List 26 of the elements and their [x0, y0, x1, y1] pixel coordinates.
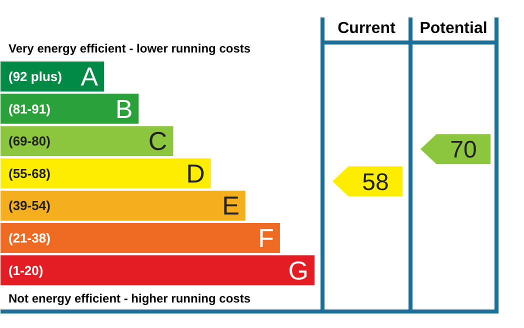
y-tick-label: (21-38) — [8, 230, 50, 246]
text: Very energy efficient - lower running costs — [8, 42, 251, 56]
y-tick-label: (39-54) — [8, 198, 50, 214]
text: 70 — [450, 136, 477, 164]
y-tick-label: (92 plus) — [8, 69, 62, 84]
y-tick-label: (1-20) — [8, 262, 44, 278]
y-tick-label: (69-80) — [8, 134, 50, 149]
bar — [0, 94, 139, 124]
text: 58 — [362, 168, 389, 196]
annotation: A — [80, 62, 99, 92]
y-tick-label: (81-91) — [8, 101, 50, 116]
bar — [0, 190, 246, 221]
bar — [0, 223, 280, 253]
bar — [0, 158, 211, 188]
annotation: E — [222, 190, 240, 221]
annotation: F — [258, 223, 274, 253]
annotation: B — [115, 94, 133, 124]
text: Potential — [420, 20, 488, 37]
annotation: G — [288, 255, 309, 286]
text: Current — [338, 20, 396, 37]
text: Not energy efficient - higher running costs — [8, 292, 251, 306]
annotation: C — [148, 126, 168, 156]
bar — [0, 255, 314, 286]
bar — [0, 126, 174, 156]
y-tick-label: (55-68) — [8, 166, 50, 181]
annotation: D — [186, 158, 205, 188]
